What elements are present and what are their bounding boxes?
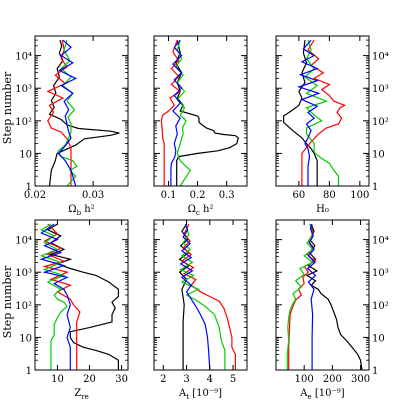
y-tick-label: 10⁴ [15, 236, 32, 247]
plot-frame [153, 219, 248, 371]
panel-2: 0.1 0.2 0.3 Ωc h² [153, 35, 248, 217]
series-line-1 [48, 39, 120, 186]
y-tick-label: 10 [372, 149, 385, 160]
y-tick-label: 1 [26, 366, 32, 377]
x-tick-label: 30 [115, 374, 128, 385]
series-line-3 [179, 223, 226, 370]
y-tick-label: 1 [372, 182, 378, 193]
x-tick-label: 300 [351, 374, 370, 385]
x-tick-label: 5 [230, 374, 236, 385]
plot-frame [275, 35, 370, 187]
y-tick-label: 10² [372, 301, 389, 312]
series-line-2 [288, 223, 317, 370]
x-tick-label: 2 [160, 374, 166, 385]
x-axis-label: At [10⁻⁹] [178, 388, 222, 401]
x-tick-label: 60 [293, 190, 306, 201]
plot-frame [34, 35, 129, 187]
x-tick-label: 4 [207, 374, 213, 385]
series-line-2 [42, 223, 81, 370]
series-line-3 [39, 223, 68, 370]
y-axis-label-bottom: Step number [1, 265, 14, 338]
series-line-4 [306, 223, 317, 370]
x-tick-label: 100 [295, 374, 314, 385]
y-tick-label: 10³ [15, 268, 32, 279]
y-tick-label: 10⁴ [372, 52, 389, 63]
series-line-4 [179, 223, 211, 370]
y-axis-label-top: Step number [1, 71, 14, 144]
y-tick-label: 10³ [372, 84, 389, 95]
series-line-1 [305, 223, 363, 370]
panel-5: 2 3 4 5 At [10⁻⁹] [153, 219, 248, 401]
y-tick-label: 10³ [372, 268, 389, 279]
x-tick-label: 0.3 [219, 190, 235, 201]
panel-1: 0.02 0.03 1 10 10² 10³ 10⁴ Ωb h² [15, 35, 129, 217]
series-line-2 [46, 39, 72, 186]
x-tick-label: 200 [323, 374, 342, 385]
y-tick-label: 10² [15, 301, 32, 312]
x-axis-label: Ωb h² [68, 204, 94, 217]
y-tick-label: 10 [19, 149, 32, 160]
series-line-1 [283, 40, 318, 186]
x-axis-label: Ωc h² [188, 204, 214, 217]
x-tick-label: 0.02 [24, 190, 46, 201]
x-tick-label: 0.1 [161, 190, 177, 201]
y-tick-label: 1 [26, 182, 32, 193]
series-line-1 [46, 223, 119, 370]
series-line-4 [39, 223, 71, 370]
y-tick-label: 10⁴ [15, 52, 32, 63]
x-tick-label: 0.2 [190, 190, 206, 201]
x-axis-label: Ae [10⁻⁹] [299, 388, 344, 401]
x-axis-label: H₀ [316, 204, 329, 215]
series-line-4 [170, 39, 183, 186]
y-tick-label: 10⁴ [372, 236, 389, 247]
panel-4: 10 20 30 1 10 10² 10³ 10⁴ Zre [15, 219, 129, 401]
y-tick-label: 10² [372, 117, 389, 128]
y-tick-label: 10 [372, 333, 385, 344]
x-tick-label: 100 [350, 190, 369, 201]
series-line-1 [175, 39, 239, 186]
series-line-3 [286, 223, 314, 370]
x-tick-label: 20 [83, 374, 96, 385]
series-line-3 [304, 39, 340, 186]
x-tick-label: 10 [51, 374, 64, 385]
x-tick-label: 80 [323, 190, 336, 201]
y-tick-label: 10 [19, 333, 32, 344]
series-line-2 [160, 39, 182, 186]
series-line-4 [296, 39, 321, 186]
x-tick-label: 0.03 [82, 190, 104, 201]
series-line-3 [57, 39, 78, 186]
y-tick-label: 10³ [15, 84, 32, 95]
x-axis-label: Zre [74, 388, 88, 401]
series-line-4 [57, 39, 78, 186]
y-tick-label: 1 [372, 366, 378, 377]
x-tick-label: 3 [183, 374, 189, 385]
y-tick-label: 10² [15, 117, 32, 128]
